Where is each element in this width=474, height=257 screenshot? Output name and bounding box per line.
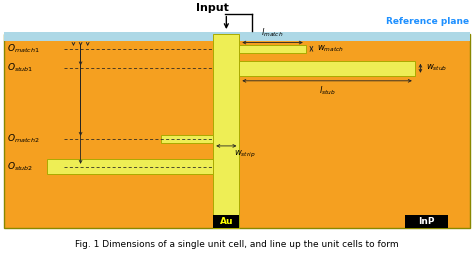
Text: $O_{match1}$: $O_{match1}$	[7, 43, 40, 55]
Text: Input: Input	[196, 3, 228, 13]
Bar	[161, 135, 213, 143]
Text: $O_{stub2}$: $O_{stub2}$	[7, 161, 33, 173]
Text: $w_{stub}$: $w_{stub}$	[426, 63, 447, 74]
Bar	[4, 34, 470, 228]
Text: $O_{stub1}$: $O_{stub1}$	[7, 62, 34, 75]
Bar	[47, 159, 213, 174]
Text: Fig. 1 Dimensions of a single unit cell, and line up the unit cells to form: Fig. 1 Dimensions of a single unit cell,…	[75, 240, 399, 249]
Bar	[239, 45, 306, 53]
Text: $O_{match2}$: $O_{match2}$	[7, 133, 39, 145]
Text: $l_{match}$: $l_{match}$	[261, 27, 284, 39]
Bar	[405, 215, 448, 228]
Bar	[4, 32, 470, 41]
Text: $w_{match}$: $w_{match}$	[317, 44, 344, 54]
Text: $w_{strip}$: $w_{strip}$	[235, 149, 256, 160]
Text: Reference plane: Reference plane	[386, 17, 469, 26]
Text: Au: Au	[219, 217, 233, 226]
Text: $l_{stub}$: $l_{stub}$	[319, 84, 336, 97]
Bar	[213, 215, 239, 228]
Text: InP: InP	[419, 217, 435, 226]
Bar	[213, 34, 239, 228]
Bar	[239, 61, 415, 76]
